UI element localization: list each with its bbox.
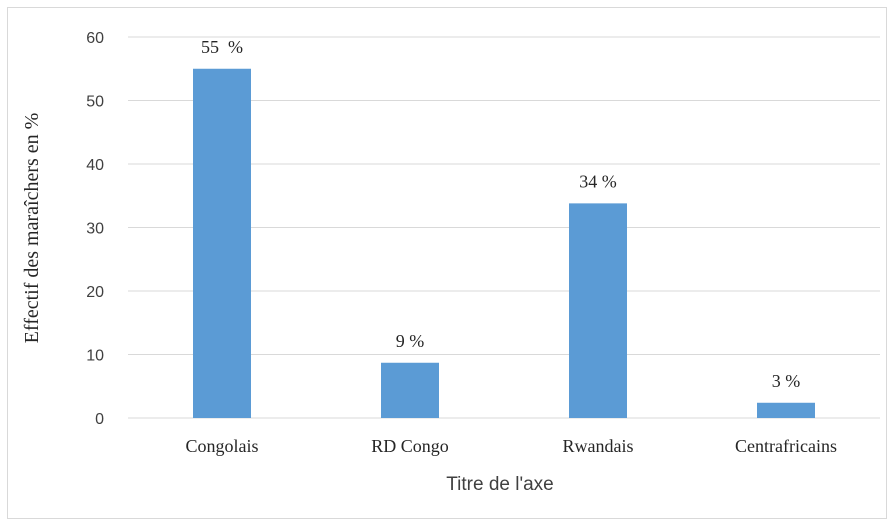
y-tick-label: 60 <box>86 30 104 47</box>
bar-rwandais <box>569 203 627 418</box>
y-tick-label: 10 <box>86 348 104 365</box>
data-label: 3 % <box>772 371 801 391</box>
bars <box>193 68 815 418</box>
category-label: Congolais <box>185 436 258 456</box>
data-labels: 55 % 9 % 34 % 3 % <box>201 37 800 391</box>
y-tick-label: 30 <box>86 221 104 238</box>
chart-frame <box>7 7 887 519</box>
category-label: Centrafricains <box>735 436 837 456</box>
data-label: 9 % <box>396 331 425 351</box>
data-label: 55 % <box>201 37 243 57</box>
bar-centrafricains <box>757 402 815 418</box>
y-tick-label: 20 <box>86 284 104 301</box>
gridlines <box>128 36 880 419</box>
y-tick-label: 50 <box>86 94 104 111</box>
y-tick-labels: 0 10 20 30 40 50 60 <box>86 30 104 428</box>
bar-congolais <box>193 68 251 418</box>
category-label: Rwandais <box>563 436 634 456</box>
y-tick-label: 0 <box>95 411 104 428</box>
data-label: 34 % <box>579 171 617 191</box>
category-label: RD Congo <box>371 436 449 456</box>
x-axis-title: Titre de l'axe <box>446 474 553 495</box>
category-labels: Congolais RD Congo Rwandais Centrafricains <box>185 436 836 456</box>
y-tick-label: 40 <box>86 157 104 174</box>
bar-rd-congo <box>381 362 439 418</box>
y-axis-title: Effectif des maraîchers en % <box>21 113 43 344</box>
